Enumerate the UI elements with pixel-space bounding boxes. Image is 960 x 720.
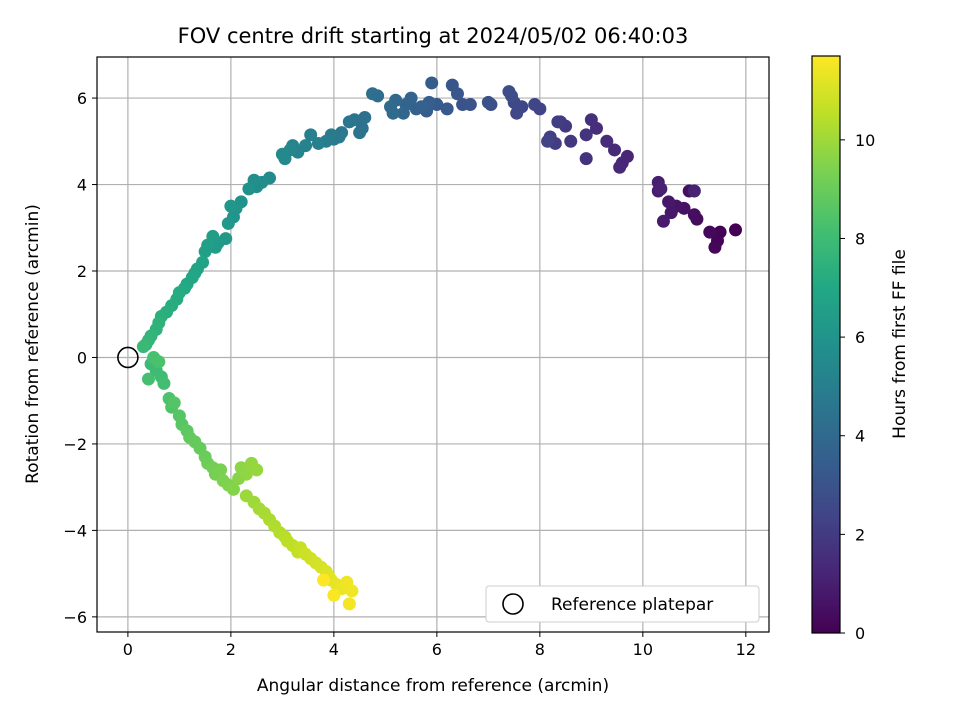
data-point bbox=[440, 102, 454, 116]
data-point bbox=[327, 588, 341, 602]
gridlines bbox=[97, 57, 769, 632]
data-point bbox=[141, 372, 155, 386]
x-tick-label: 8 bbox=[535, 640, 545, 659]
data-point bbox=[664, 206, 678, 220]
data-point bbox=[584, 113, 598, 127]
y-tick-label: −6 bbox=[63, 608, 87, 627]
y-tick-label: −4 bbox=[63, 521, 87, 540]
data-point bbox=[226, 482, 240, 496]
data-point bbox=[239, 467, 253, 481]
colorbar-ticks: 0 2 4 6 8 10 bbox=[840, 131, 875, 643]
y-tick-label: 6 bbox=[77, 89, 87, 108]
data-point bbox=[167, 396, 181, 410]
data-point bbox=[656, 214, 670, 228]
legend-entry: Reference platepar bbox=[551, 595, 713, 615]
data-point bbox=[579, 152, 593, 166]
data-point bbox=[304, 128, 318, 142]
data-point bbox=[136, 340, 150, 354]
data-point bbox=[600, 134, 614, 148]
data-point bbox=[708, 240, 722, 254]
legend-box bbox=[485, 585, 760, 623]
data-point bbox=[541, 134, 555, 148]
data-point bbox=[456, 98, 470, 112]
data-point bbox=[409, 102, 423, 116]
data-point bbox=[250, 463, 264, 477]
data-point bbox=[703, 225, 717, 239]
colorbar-tick-label: 10 bbox=[855, 131, 875, 150]
data-point bbox=[396, 106, 410, 120]
data-point bbox=[214, 463, 228, 477]
x-tick-label: 10 bbox=[633, 640, 653, 659]
data-point bbox=[551, 115, 565, 129]
data-point bbox=[221, 216, 235, 230]
data-point bbox=[608, 143, 622, 157]
x-tick-label: 12 bbox=[736, 640, 756, 659]
y-tick-label: 4 bbox=[77, 176, 87, 195]
colorbar-tick-label: 2 bbox=[855, 525, 865, 544]
y-tick-label: −2 bbox=[63, 435, 87, 454]
colorbar-tick-label: 4 bbox=[855, 427, 865, 446]
data-point bbox=[311, 136, 325, 150]
colorbar: 0 2 4 6 8 10 Hours from first FF file bbox=[811, 55, 910, 643]
data-point bbox=[198, 245, 212, 259]
plot-frame bbox=[96, 56, 770, 633]
data-point bbox=[384, 100, 398, 114]
x-tick-label: 6 bbox=[432, 640, 442, 659]
y-tick-label: 0 bbox=[77, 348, 87, 367]
data-point bbox=[224, 199, 238, 213]
data-point bbox=[687, 208, 701, 222]
legend: Reference platepar bbox=[485, 585, 760, 623]
x-tick-label: 4 bbox=[329, 640, 339, 659]
y-axis-label: Rotation from reference (arcmin) bbox=[23, 204, 43, 484]
data-point bbox=[342, 597, 356, 611]
reference-point bbox=[117, 346, 139, 369]
data-point bbox=[662, 195, 676, 209]
data-point bbox=[345, 584, 359, 598]
data-point bbox=[353, 126, 367, 140]
y-axis-ticks: −6 −4 −2 0 2 4 6 bbox=[63, 89, 97, 627]
data-point bbox=[275, 147, 289, 161]
colorbar-gradient bbox=[811, 55, 841, 634]
x-tick-label: 2 bbox=[226, 640, 236, 659]
data-point bbox=[157, 376, 171, 390]
data-point bbox=[613, 160, 627, 174]
data-point bbox=[502, 85, 516, 99]
data-point bbox=[152, 355, 166, 369]
scatter-points bbox=[136, 76, 743, 611]
colorbar-tick-label: 6 bbox=[855, 328, 865, 347]
data-point bbox=[450, 87, 464, 101]
legend-marker bbox=[502, 593, 524, 615]
data-point bbox=[510, 106, 524, 120]
data-point bbox=[687, 184, 701, 198]
data-point bbox=[564, 134, 578, 148]
colorbar-label: Hours from first FF file bbox=[890, 249, 910, 439]
data-point bbox=[365, 87, 379, 101]
data-point bbox=[317, 573, 331, 587]
data-point bbox=[358, 111, 372, 125]
colorbar-tick-label: 0 bbox=[855, 624, 865, 643]
data-point bbox=[481, 95, 495, 109]
data-point bbox=[579, 128, 593, 142]
colorbar-tick-label: 8 bbox=[855, 229, 865, 248]
chart-title: FOV centre drift starting at 2024/05/02 … bbox=[178, 24, 689, 48]
data-point bbox=[654, 182, 668, 196]
data-point bbox=[729, 223, 743, 237]
y-tick-label: 2 bbox=[77, 262, 87, 281]
data-point bbox=[342, 115, 356, 129]
x-axis-label: Angular distance from reference (arcmin) bbox=[257, 676, 609, 696]
x-tick-label: 0 bbox=[123, 640, 133, 659]
x-axis-ticks: 0 2 4 6 8 10 12 bbox=[123, 632, 756, 659]
data-point bbox=[528, 98, 542, 112]
data-point bbox=[425, 76, 439, 90]
data-point bbox=[242, 182, 256, 196]
